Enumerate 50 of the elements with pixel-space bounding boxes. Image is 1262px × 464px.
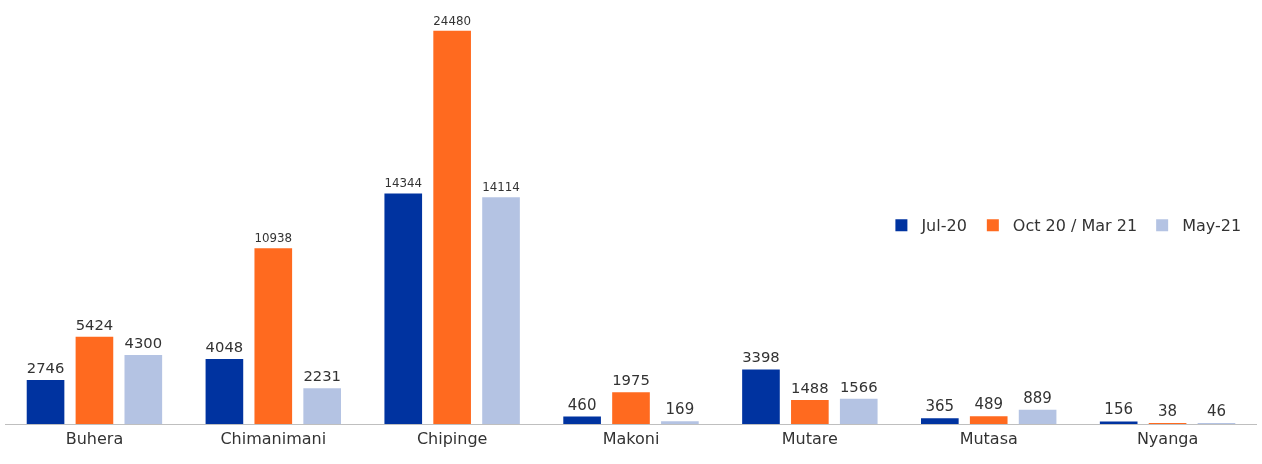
- bar: [969, 416, 1008, 424]
- data-label: 3398: [742, 348, 780, 366]
- x-tick-label: Chimanimani: [220, 429, 327, 449]
- bar: [254, 248, 293, 424]
- x-tick-label: Buhera: [65, 429, 124, 449]
- bar: [1018, 409, 1057, 424]
- data-label: 38: [1158, 402, 1178, 420]
- data-label: 4300: [124, 333, 163, 351]
- bar: [482, 197, 520, 424]
- bar: [75, 336, 114, 424]
- bar: [791, 400, 829, 424]
- data-label: 169: [665, 400, 695, 419]
- data-label: 2231: [303, 367, 341, 385]
- data-label: 489: [974, 395, 1004, 414]
- data-label: 14344: [384, 176, 423, 191]
- x-tick-label: Mutasa: [959, 429, 1018, 449]
- data-label: 24480: [433, 13, 471, 28]
- data-label: 46: [1206, 402, 1227, 420]
- data-label: 10938: [254, 231, 293, 246]
- bar: [612, 392, 650, 424]
- x-tick-label: Nyanga: [1136, 429, 1199, 449]
- bar: [921, 418, 959, 424]
- data-label: 1566: [839, 377, 878, 395]
- bar: [384, 193, 423, 424]
- bar: [303, 388, 341, 424]
- data-label: 1975: [612, 371, 650, 389]
- bar: [124, 354, 163, 424]
- data-label: 156: [1104, 400, 1134, 419]
- data-label: 4048: [205, 338, 244, 356]
- x-tick-label: Mutare: [781, 429, 838, 449]
- data-label: 14114: [482, 180, 520, 195]
- bar: [661, 421, 699, 424]
- bar: [26, 379, 65, 424]
- x-tick-label: Makoni: [602, 429, 660, 449]
- bar: [742, 369, 780, 424]
- data-label: 889: [1023, 388, 1052, 407]
- data-label: 5424: [75, 315, 114, 333]
- data-label: 2746: [26, 358, 65, 376]
- bar: [839, 398, 878, 424]
- bar: [205, 358, 244, 424]
- legend-label: Jul-20: [920, 216, 967, 236]
- bar: [433, 30, 471, 424]
- legend-label: Oct 20 / Mar 21: [1012, 216, 1138, 236]
- bar: [563, 416, 601, 424]
- legend-label: May-21: [1182, 216, 1242, 236]
- bar: [1099, 421, 1138, 424]
- data-label: 365: [925, 397, 955, 416]
- x-tick-label: Chipinge: [416, 429, 488, 449]
- data-label: 1488: [791, 379, 829, 397]
- data-label: 460: [567, 395, 597, 414]
